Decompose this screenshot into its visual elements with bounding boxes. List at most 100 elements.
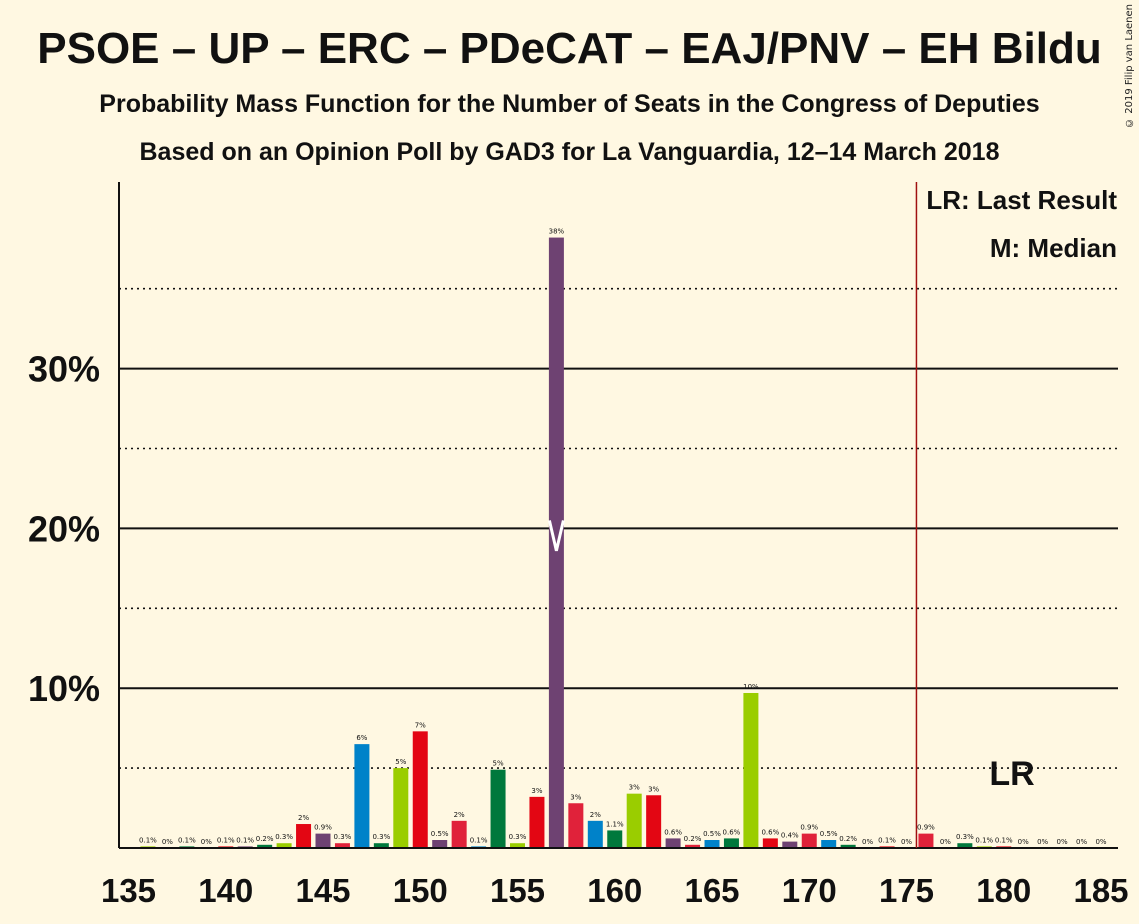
bar-label-158: 3%	[570, 793, 581, 801]
y-tick-label-10: 10%	[28, 668, 100, 709]
bar-164	[685, 844, 701, 848]
bar-149	[393, 768, 409, 848]
annotations: LR LR: Last Result M: Median	[547, 182, 1117, 848]
x-tick-label-160: 160	[587, 872, 642, 909]
bar-158	[568, 803, 584, 848]
bars	[140, 237, 1012, 849]
bar-label-150: 7%	[415, 721, 426, 729]
bar-label-169: 0.4%	[781, 832, 799, 840]
median-marker	[547, 520, 565, 552]
bar-label-180: 0.1%	[995, 836, 1013, 844]
bar-156	[529, 796, 545, 848]
chart-title: PSOE – UP – ERC – PDeCAT – EAJ/PNV – EH …	[37, 24, 1102, 73]
bar-label-182: 0%	[1037, 838, 1048, 846]
axes: 10% 20% 30% 135 140 145 150 155 160 165 170 175 180 1…	[28, 182, 1129, 909]
bar-label-157: 38%	[549, 228, 565, 236]
bar-148	[373, 843, 389, 848]
bar-162	[646, 795, 662, 848]
bar-label-152: 2%	[454, 811, 465, 819]
bar-147	[354, 744, 370, 848]
gridlines	[119, 287, 1118, 769]
bar-label-168: 0.6%	[761, 828, 779, 836]
bar-166	[723, 838, 739, 848]
bar-label-138: 0.1%	[178, 836, 196, 844]
bar-label-181: 0%	[1018, 838, 1029, 846]
x-tick-label-165: 165	[684, 872, 739, 909]
bar-172	[840, 844, 856, 848]
y-tick-label-20: 20%	[28, 508, 100, 549]
bar-165	[704, 840, 720, 848]
bar-label-136: 0.1%	[139, 836, 157, 844]
bar-label-175: 0%	[901, 838, 912, 846]
x-tick-label-180: 180	[976, 872, 1031, 909]
bar-169	[782, 841, 798, 848]
bar-label-173: 0%	[862, 838, 873, 846]
x-tick-label-140: 140	[198, 872, 253, 909]
x-tick-label-170: 170	[782, 872, 837, 909]
bar-labels: 0.1% 0% 0.1% 0% 0.1% 0.1% 0.2% 0.3%2%0.9%0.3%6%…	[139, 228, 1107, 846]
chart-subtitle: Probability Mass Function for the Number…	[99, 90, 1040, 118]
y-tick-label-30: 30%	[28, 349, 100, 390]
bar-178	[957, 843, 973, 848]
bar-label-176: 0.9%	[917, 824, 935, 832]
legend-entry-0: LR: Last Result	[926, 185, 1117, 215]
bar-label-153: 0.1%	[470, 836, 488, 844]
bar-label-143: 0.3%	[275, 833, 293, 841]
bar-label-160: 1.1%	[606, 820, 624, 828]
legend-entry-1: M: Median	[990, 233, 1117, 263]
bar-152	[451, 820, 467, 848]
bar-label-140: 0.1%	[217, 836, 235, 844]
bar-label-149: 5%	[395, 758, 406, 766]
bar-label-165: 0.5%	[703, 830, 721, 838]
bar-157	[548, 237, 564, 849]
bar-146	[334, 843, 350, 848]
bar-label-164: 0.2%	[684, 835, 702, 843]
bar-label-151: 0.5%	[431, 830, 449, 838]
bar-171	[821, 840, 837, 848]
bar-151	[432, 840, 448, 848]
bar-161	[626, 793, 642, 848]
bar-label-142: 0.2%	[256, 835, 274, 843]
bar-label-167: 10%	[743, 683, 759, 691]
bar-label-155: 0.3%	[509, 833, 527, 841]
last-result-label: LR	[989, 755, 1034, 793]
bar-144	[296, 824, 312, 848]
bar-label-161: 3%	[629, 784, 640, 792]
bar-label-137: 0%	[162, 838, 173, 846]
chart-subtitle-source: Based on an Opinion Poll by GAD3 for La …	[139, 138, 1000, 166]
x-tick-label-135: 135	[101, 872, 156, 909]
bar-142	[257, 844, 273, 848]
x-tick-label-175: 175	[879, 872, 934, 909]
bar-label-171: 0.5%	[820, 830, 838, 838]
bar-label-184: 0%	[1076, 838, 1087, 846]
bar-160	[607, 830, 623, 848]
bar-label-146: 0.3%	[334, 833, 352, 841]
bar-label-163: 0.6%	[664, 828, 682, 836]
bar-label-162: 3%	[648, 785, 659, 793]
bar-label-139: 0%	[201, 838, 212, 846]
bar-label-144: 2%	[298, 814, 309, 822]
bar-176	[918, 833, 934, 848]
bar-143	[276, 843, 292, 848]
bar-label-148: 0.3%	[372, 833, 390, 841]
bar-label-159: 2%	[590, 811, 601, 819]
bar-label-177: 0%	[940, 838, 951, 846]
bar-145	[315, 833, 331, 848]
bar-159	[587, 820, 603, 848]
bar-170	[801, 833, 817, 848]
bar-label-174: 0.1%	[878, 836, 896, 844]
bar-label-178: 0.3%	[956, 833, 974, 841]
bar-167	[743, 692, 759, 848]
x-tick-label-185: 185	[1073, 872, 1128, 909]
bar-label-170: 0.9%	[800, 824, 818, 832]
bar-label-172: 0.2%	[839, 835, 857, 843]
bar-label-154: 5%	[492, 760, 503, 768]
bar-label-166: 0.6%	[723, 828, 741, 836]
bar-label-147: 6%	[356, 734, 367, 742]
x-tick-label-150: 150	[393, 872, 448, 909]
bar-label-185: 0%	[1095, 838, 1106, 846]
bar-label-183: 0%	[1057, 838, 1068, 846]
bar-150	[412, 731, 428, 848]
bar-label-156: 3%	[531, 787, 542, 795]
